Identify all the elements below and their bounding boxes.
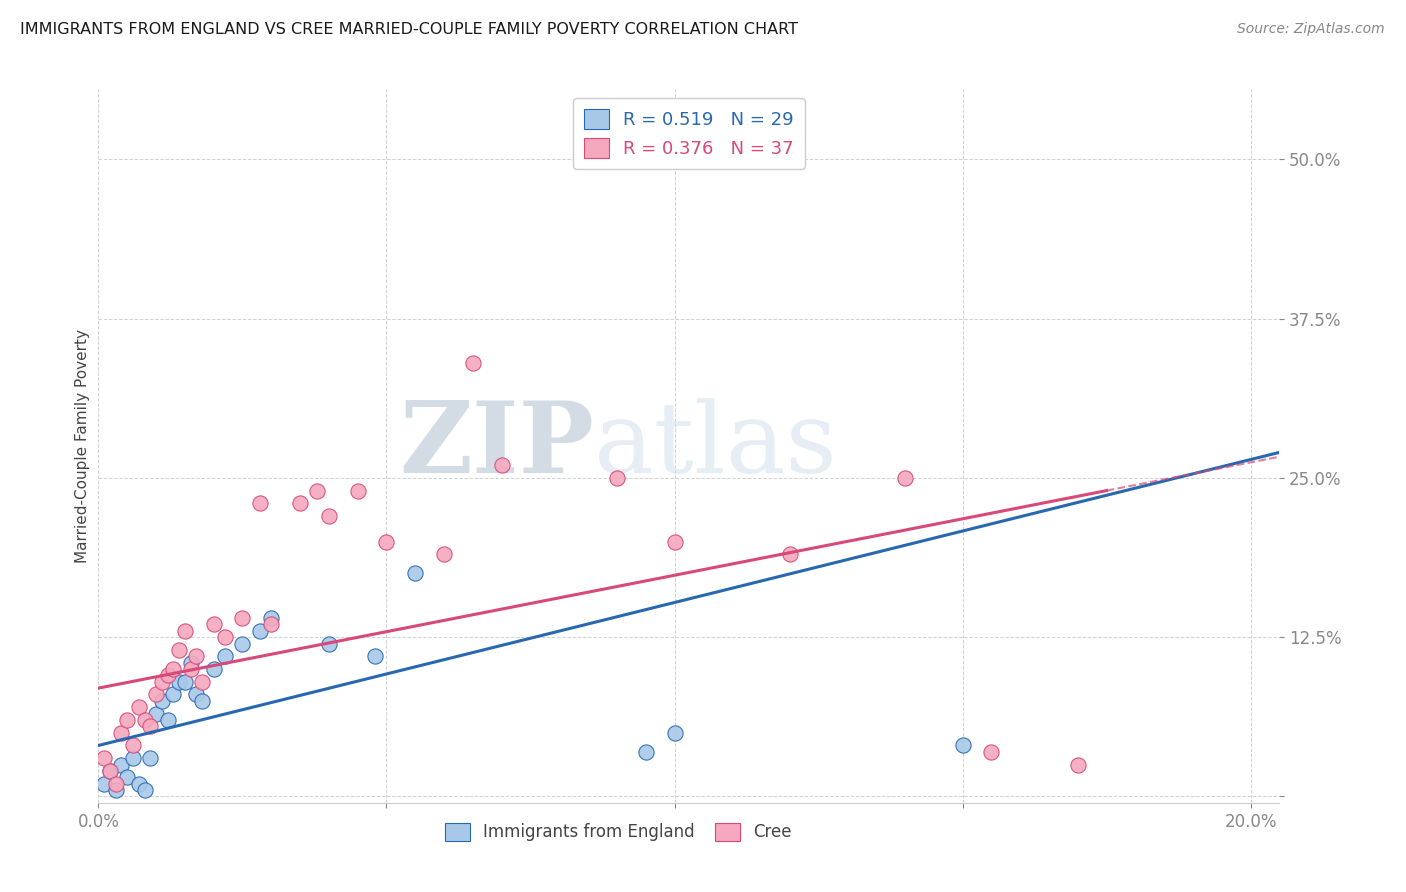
Point	[231, 611, 253, 625]
Point	[980, 745, 1002, 759]
Point	[249, 624, 271, 638]
Point	[634, 745, 657, 759]
Point	[894, 471, 917, 485]
Point	[214, 630, 236, 644]
Point	[952, 739, 974, 753]
Point	[346, 483, 368, 498]
Point	[180, 656, 202, 670]
Point	[186, 649, 208, 664]
Point	[104, 783, 127, 797]
Point	[606, 471, 628, 485]
Point	[145, 706, 167, 721]
Point	[318, 509, 340, 524]
Text: ZIP: ZIP	[399, 398, 595, 494]
Point	[98, 764, 121, 778]
Legend: Immigrants from England, Cree: Immigrants from England, Cree	[439, 816, 799, 848]
Point	[260, 617, 283, 632]
Point	[249, 496, 271, 510]
Point	[134, 783, 156, 797]
Point	[162, 688, 184, 702]
Text: atlas: atlas	[595, 398, 837, 494]
Text: Source: ZipAtlas.com: Source: ZipAtlas.com	[1237, 22, 1385, 37]
Point	[156, 713, 179, 727]
Point	[128, 700, 150, 714]
Point	[288, 496, 311, 510]
Point	[145, 688, 167, 702]
Point	[375, 534, 398, 549]
Point	[461, 356, 484, 370]
Point	[202, 617, 225, 632]
Point	[173, 674, 195, 689]
Point	[231, 636, 253, 650]
Point	[364, 649, 387, 664]
Point	[491, 458, 513, 472]
Point	[122, 751, 145, 765]
Point	[779, 547, 801, 561]
Point	[202, 662, 225, 676]
Point	[664, 534, 686, 549]
Point	[173, 624, 195, 638]
Point	[307, 483, 329, 498]
Point	[122, 739, 145, 753]
Point	[260, 611, 283, 625]
Point	[110, 725, 132, 739]
Point	[664, 725, 686, 739]
Point	[104, 777, 127, 791]
Point	[134, 713, 156, 727]
Point	[186, 688, 208, 702]
Point	[150, 674, 173, 689]
Point	[139, 719, 162, 733]
Point	[110, 757, 132, 772]
Point	[167, 643, 190, 657]
Point	[93, 777, 115, 791]
Point	[433, 547, 456, 561]
Point	[115, 770, 138, 784]
Point	[318, 636, 340, 650]
Point	[150, 694, 173, 708]
Point	[180, 662, 202, 676]
Point	[191, 674, 214, 689]
Point	[167, 674, 190, 689]
Point	[139, 751, 162, 765]
Point	[156, 668, 179, 682]
Text: IMMIGRANTS FROM ENGLAND VS CREE MARRIED-COUPLE FAMILY POVERTY CORRELATION CHART: IMMIGRANTS FROM ENGLAND VS CREE MARRIED-…	[20, 22, 797, 37]
Point	[128, 777, 150, 791]
Point	[1067, 757, 1090, 772]
Point	[115, 713, 138, 727]
Point	[93, 751, 115, 765]
Point	[404, 566, 426, 581]
Point	[214, 649, 236, 664]
Point	[98, 764, 121, 778]
Point	[162, 662, 184, 676]
Y-axis label: Married-Couple Family Poverty: Married-Couple Family Poverty	[75, 329, 90, 563]
Point	[191, 694, 214, 708]
